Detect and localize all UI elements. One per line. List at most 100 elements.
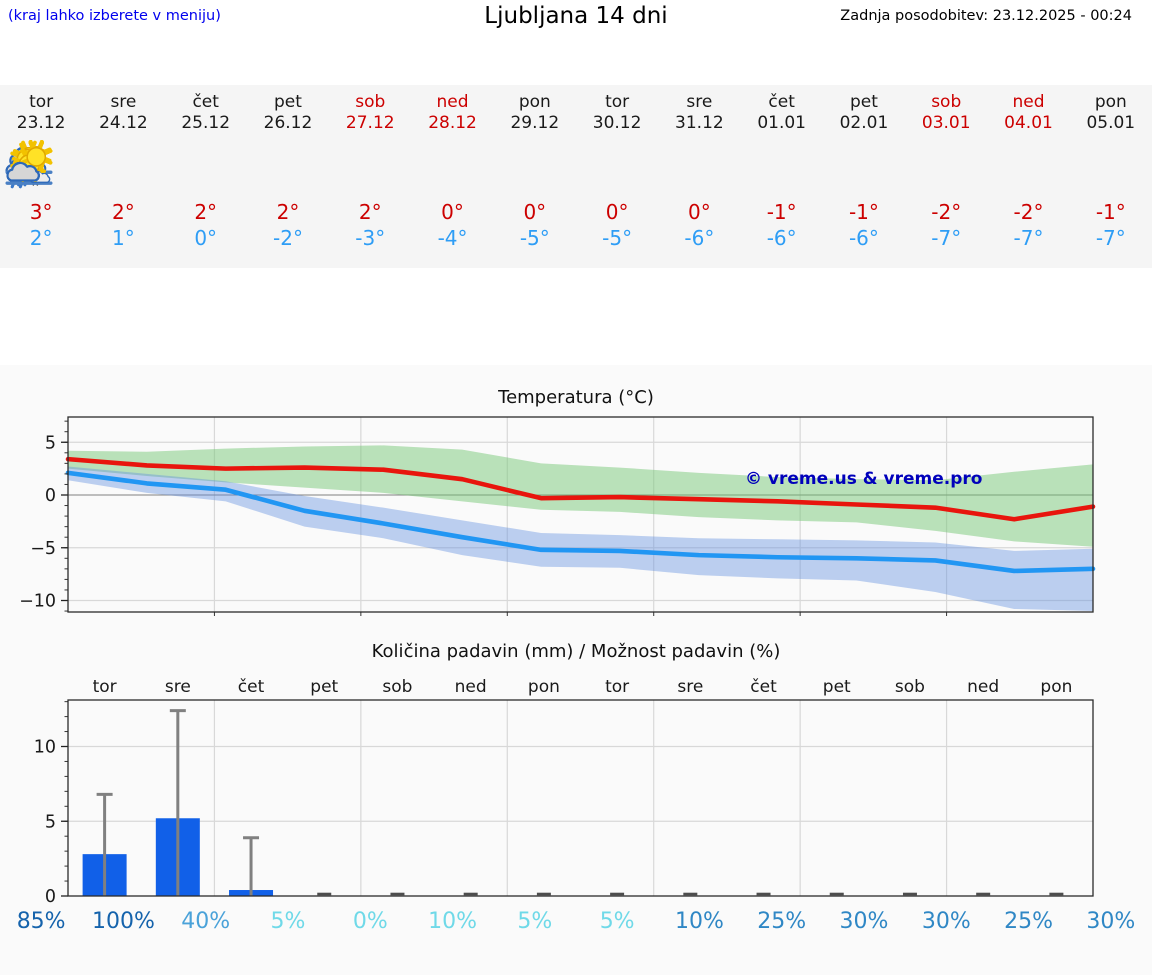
- high-temp: -1°: [1095, 200, 1126, 224]
- low-temp: -3°: [355, 226, 386, 250]
- menu-hint-link[interactable]: (kraj lahko izberete v meniju): [8, 8, 221, 24]
- low-temp: 1°: [112, 226, 135, 250]
- weather-icon-wrap: [12, 140, 740, 192]
- page-title: Ljubljana 14 dni: [484, 3, 668, 29]
- day-name: sob: [355, 92, 386, 112]
- day-name: pon: [1094, 92, 1127, 112]
- probability-label: 30%: [840, 909, 889, 934]
- high-temp: 2°: [358, 200, 382, 224]
- temperature-chart: 5 0 −5 −10 © vreme.us & vreme.pro: [19, 416, 1096, 616]
- min-range-band: [68, 466, 1093, 612]
- cloud-shape: [6, 161, 40, 182]
- day-column: tor 30.12 0° -5°: [12, 85, 658, 268]
- probability-label: 30%: [1086, 909, 1135, 934]
- high-temp: -2°: [931, 200, 962, 224]
- precip-day-label: pon: [528, 677, 560, 697]
- forecast-day-strip: tor 23.12 3° 2° sre 24.12 2° 1° čet 25.12 2° 0° pet 2…: [0, 85, 1152, 268]
- high-temp: -1°: [766, 200, 797, 224]
- weather-icon-wrap: [12, 140, 658, 192]
- high-temp: 0°: [441, 200, 464, 224]
- day-column: čet 25.12 2° 0°: [5, 85, 247, 268]
- day-column: sob 27.12 2° -3°: [5, 85, 411, 268]
- day-name: pet: [274, 92, 302, 112]
- precipitation-chart: tor sre čet pet sob ned pon tor sre čet pet sob ned p…: [17, 677, 1136, 934]
- precip-day-label: pet: [823, 677, 851, 697]
- precip-day-label: čet: [750, 677, 777, 697]
- high-temp: 0°: [523, 200, 547, 224]
- weather-icon-wrap: [5, 140, 411, 192]
- day-date: 04.01: [1004, 113, 1053, 133]
- low-temp: -4°: [437, 226, 468, 250]
- day-name: sob: [931, 92, 962, 112]
- day-date: 03.01: [921, 113, 971, 133]
- day-column: sob 03.01 -2° -7°: [6, 85, 987, 268]
- y-tick-label: 10: [34, 738, 56, 758]
- temperature-chart-title: Temperatura (°C): [498, 387, 654, 408]
- day-column: ned 28.12 0° -4°: [5, 85, 493, 268]
- weather-icon-wrap: [10, 140, 576, 192]
- sun-cloud-icon: [6, 140, 53, 182]
- max-temperature-line: [65, 456, 1096, 522]
- high-temp: 0°: [688, 200, 711, 224]
- day-date: 31.12: [675, 113, 724, 133]
- y-tick-label: 5: [45, 433, 56, 453]
- day-date: 27.12: [345, 113, 395, 133]
- high-temp: -2°: [1013, 200, 1044, 224]
- day-name: tor: [605, 92, 630, 112]
- day-date: 25.12: [181, 113, 231, 133]
- day-date: 05.01: [1086, 113, 1136, 133]
- day-date: 29.12: [510, 113, 560, 133]
- low-temp: 0°: [194, 226, 218, 250]
- precip-day-label: pet: [310, 677, 338, 697]
- probability-label: 10%: [675, 909, 724, 934]
- low-temp: -6°: [684, 226, 715, 250]
- precipitation-chart-title: Količina padavin (mm) / Možnost padavin …: [371, 641, 781, 662]
- day-column: pet 02.01 -1° -6°: [6, 85, 905, 268]
- y-tick-label: 0: [45, 887, 56, 907]
- y-tick-label: −10: [19, 592, 56, 612]
- high-temp: -1°: [848, 200, 879, 224]
- day-name: pon: [518, 92, 551, 112]
- day-date: 01.01: [757, 113, 806, 133]
- y-tick-label: 0: [45, 486, 56, 506]
- high-temp: 2°: [194, 200, 218, 224]
- weather-icon-wrap: [6, 140, 1069, 192]
- low-temp: -6°: [766, 226, 797, 250]
- precip-day-label: ned: [967, 677, 999, 697]
- weather-icon-wrap: [5, 140, 493, 192]
- day-date: 02.01: [839, 113, 889, 133]
- probability-label: 10%: [428, 909, 477, 934]
- y-tick-label: 5: [45, 812, 56, 832]
- day-column: pon 05.01 -1° -7°: [6, 85, 1152, 268]
- low-temp: -7°: [1095, 226, 1126, 250]
- day-name: pet: [849, 92, 878, 112]
- precip-day-label: sob: [895, 677, 925, 697]
- day-date: 30.12: [592, 113, 642, 133]
- day-date: 23.12: [16, 113, 66, 133]
- precip-day-label: sre: [165, 677, 191, 697]
- day-name: čet: [768, 92, 795, 112]
- precip-day-label: čet: [238, 677, 265, 697]
- plot-frame: [67, 699, 1094, 897]
- weather-icon-wrap: [6, 140, 905, 192]
- probability-label: 85%: [17, 909, 66, 934]
- day-column: sre 31.12 0° -6°: [12, 85, 740, 268]
- day-date: 26.12: [263, 113, 313, 133]
- last-update-text: Zadnja posodobitev: 23.12.2025 - 00:24: [840, 8, 1132, 24]
- probability-label: 25%: [1004, 909, 1053, 934]
- precip-day-label: tor: [605, 677, 629, 697]
- probability-label: 100%: [92, 909, 155, 934]
- probability-label: 40%: [181, 909, 230, 934]
- probability-label: 5%: [271, 909, 306, 934]
- low-temp: -7°: [1013, 226, 1044, 250]
- probability-label: 0%: [353, 909, 388, 934]
- day-name: ned: [1012, 92, 1045, 112]
- day-name: sre: [686, 92, 713, 112]
- weather-icon-wrap: [6, 140, 1152, 192]
- low-temp: -6°: [848, 226, 879, 250]
- day-name: sre: [110, 92, 137, 112]
- precip-day-label: sob: [382, 677, 412, 697]
- high-temp: 3°: [29, 200, 53, 224]
- weather-icon-wrap: [6, 140, 987, 192]
- probability-label: 5%: [600, 909, 635, 934]
